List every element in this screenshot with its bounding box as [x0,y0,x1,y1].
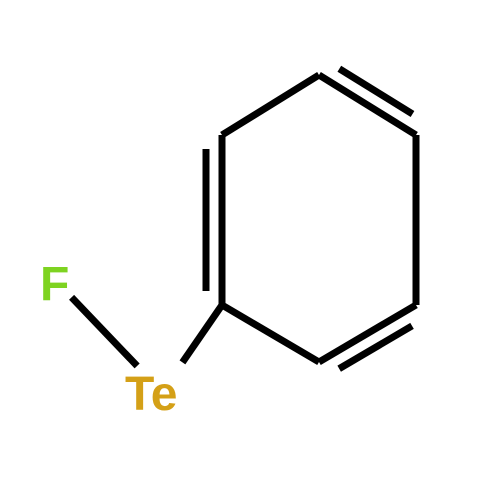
bond-line [222,75,319,135]
molecule-svg: Te F [0,0,500,500]
atom-label-te: Te [125,368,177,421]
atom-label-f: F [40,258,69,311]
bond-line [72,297,138,366]
bond-line [182,305,222,362]
bond-line [222,305,319,362]
